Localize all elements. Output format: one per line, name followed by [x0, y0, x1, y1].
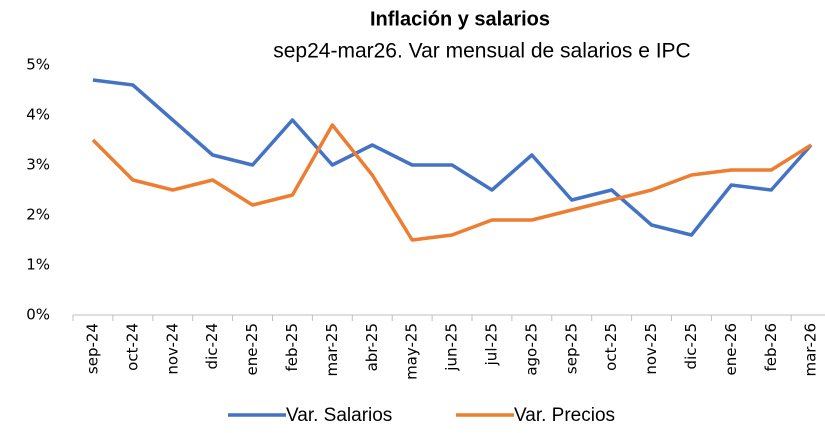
y-tick-label: 0% — [26, 306, 50, 324]
x-tick-label: feb-26 — [762, 323, 780, 372]
x-tick-label: ago-25 — [522, 323, 540, 376]
x-tick-label: jun-25 — [443, 323, 461, 372]
x-tick-label: mar-26 — [802, 323, 820, 377]
legend-label: Var. Precios — [514, 405, 615, 426]
x-tick-label: mar-25 — [323, 323, 341, 377]
y-tick-label: 3% — [26, 156, 50, 174]
series-line — [91, 123, 813, 242]
x-tick-label: abr-25 — [363, 323, 381, 371]
x-tick-label: jul-25 — [482, 323, 500, 366]
chart-subtitle: sep24-mar26. Var mensual de salarios e I… — [273, 40, 690, 63]
y-tick-label: 2% — [26, 206, 50, 224]
x-tick-label: nov-24 — [163, 323, 181, 375]
x-tick-label: ene-26 — [722, 323, 740, 375]
chart-title: Inflación y salarios — [370, 8, 550, 30]
x-tick-label: ene-25 — [243, 323, 261, 375]
x-tick-label: oct-24 — [123, 323, 141, 371]
series-line — [92, 78, 813, 237]
y-tick-label: 1% — [26, 256, 50, 274]
x-tick-label: oct-25 — [602, 323, 620, 371]
x-tick-label: sep-25 — [562, 323, 580, 374]
x-tick-label: sep-24 — [83, 323, 101, 374]
x-tick-label: dic-25 — [682, 323, 700, 369]
x-tick-label: feb-25 — [283, 323, 301, 372]
legend-label: Var. Salarios — [286, 405, 392, 426]
x-tick-label: may-25 — [403, 323, 421, 380]
x-tick-label: dic-24 — [203, 323, 221, 369]
y-tick-label: 4% — [26, 106, 50, 124]
x-tick-label: nov-25 — [642, 323, 660, 375]
y-tick-label: 5% — [26, 56, 50, 74]
